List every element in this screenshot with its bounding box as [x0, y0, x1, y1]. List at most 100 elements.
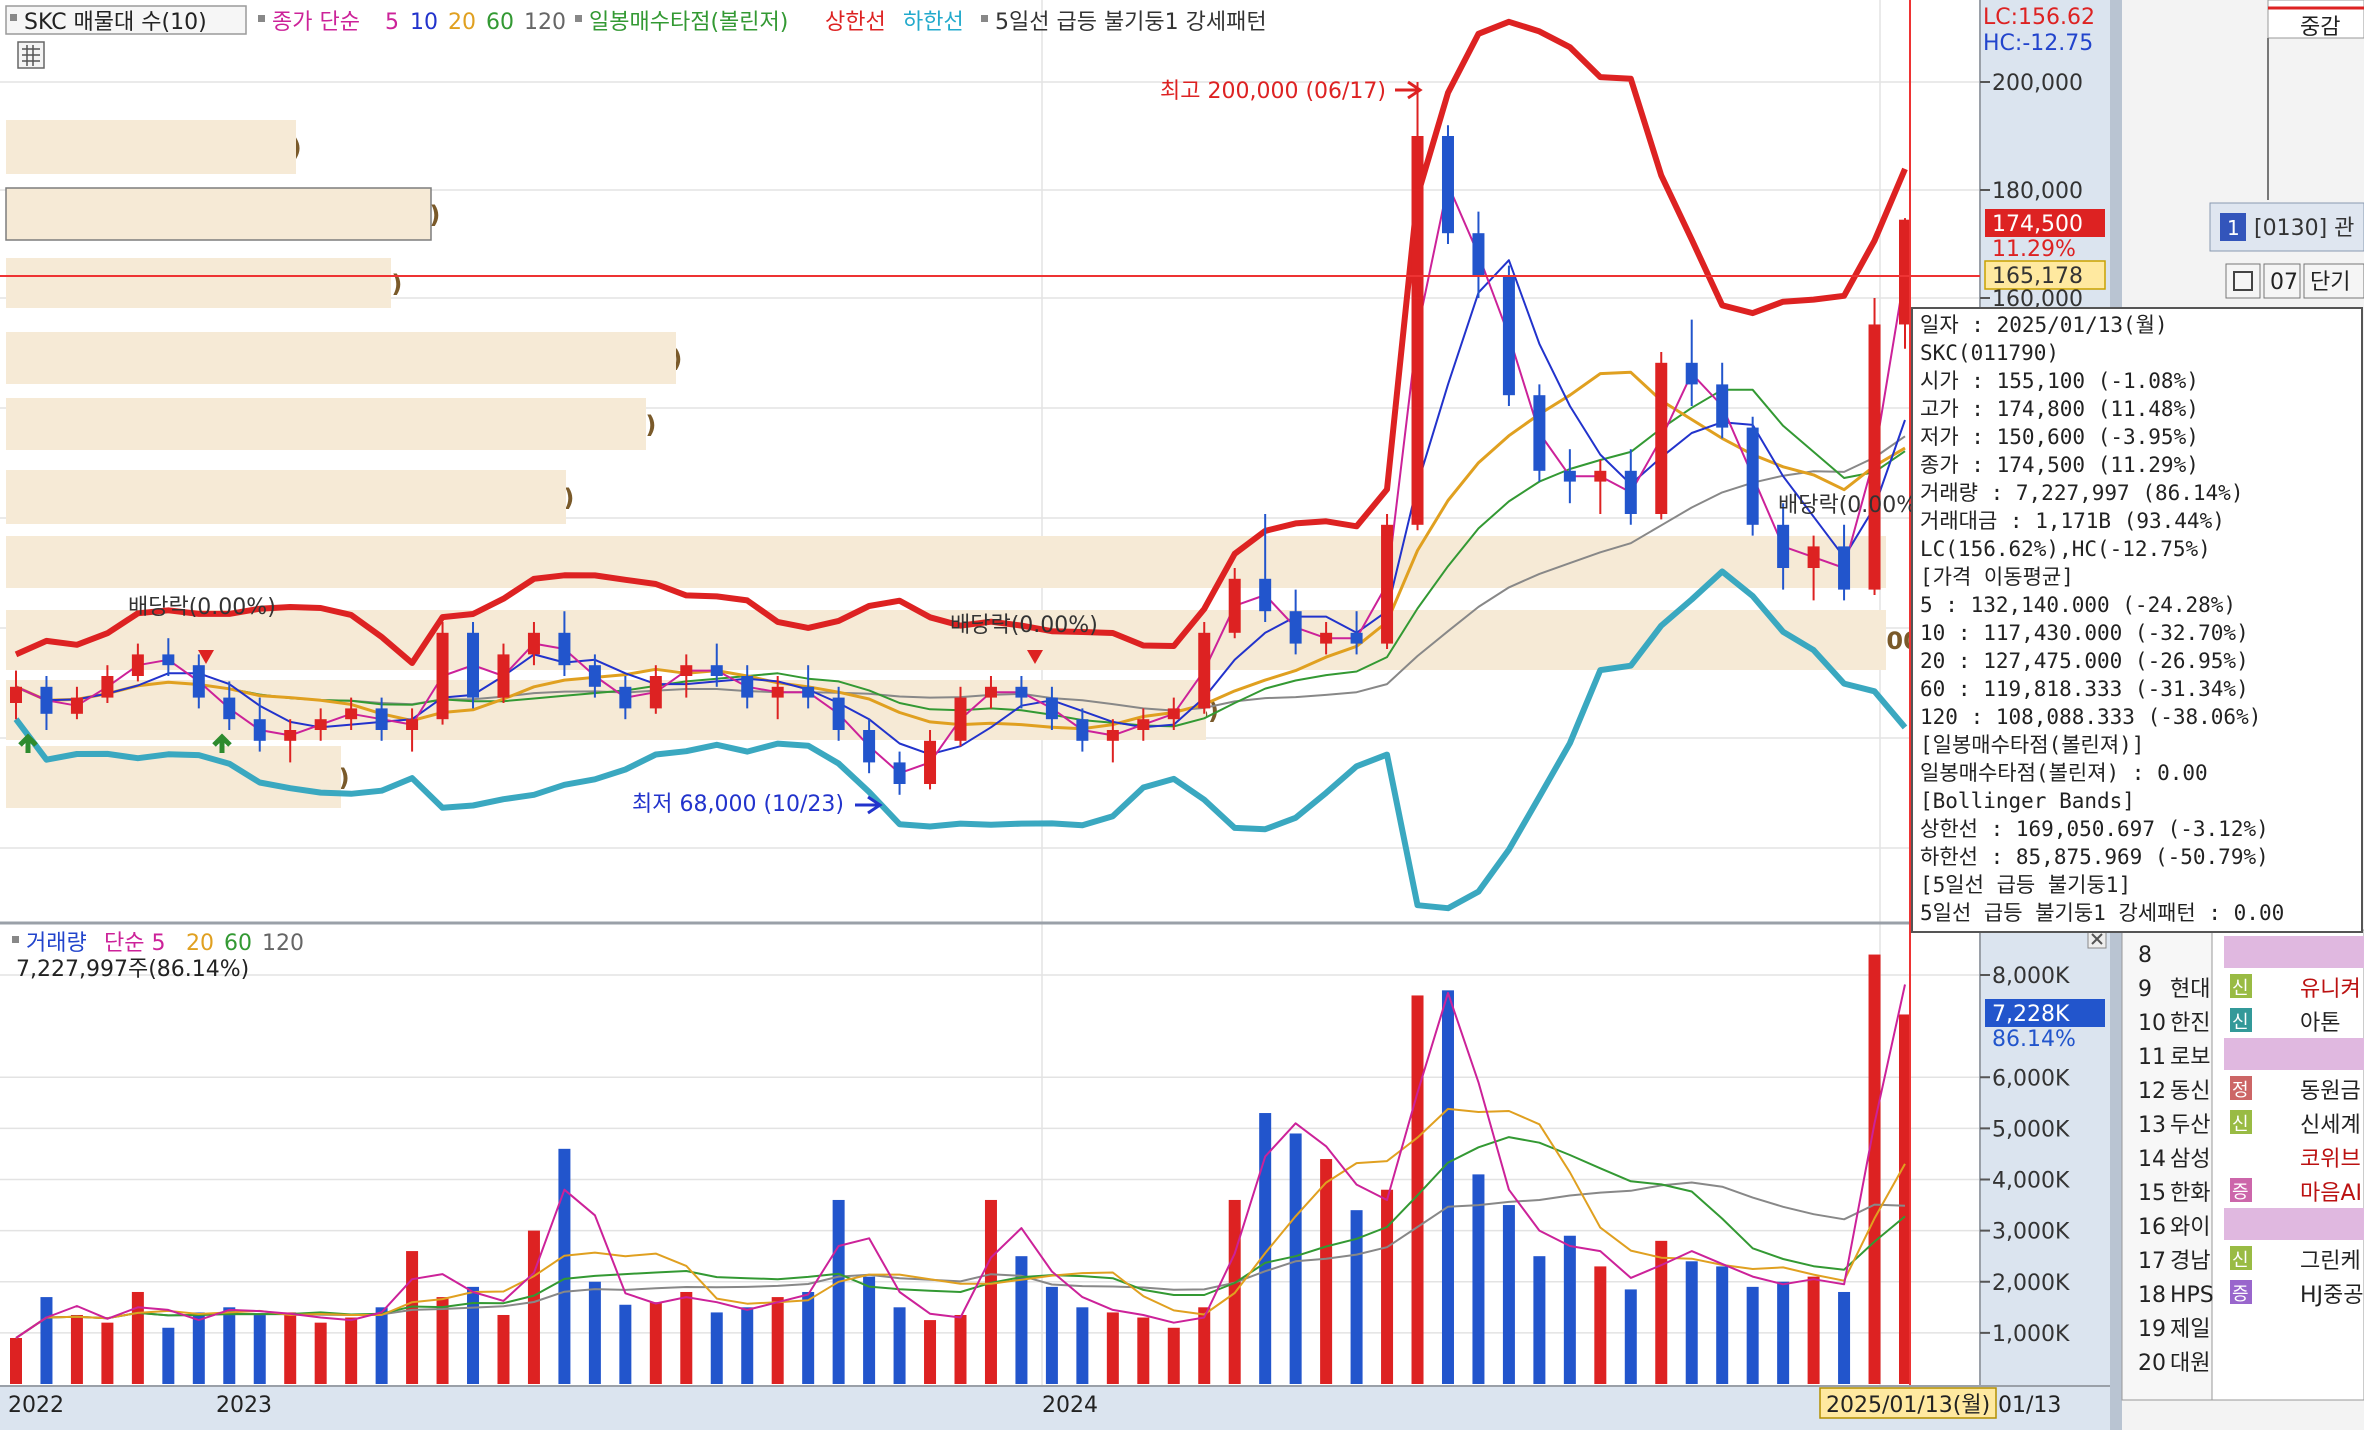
high-annotation: 최고 200,000 (06/17)	[1160, 79, 1386, 104]
volume-bar	[1624, 1289, 1637, 1384]
legend-item: 60	[486, 10, 514, 35]
candle-body	[984, 686, 997, 698]
tooltip-line: 거래량 : 7,227,997 (86.14%)	[1920, 481, 2243, 505]
volume-bar	[497, 1314, 510, 1384]
panel-btn-07[interactable]	[2263, 263, 2301, 299]
volume-bar	[467, 1286, 480, 1384]
volume-profile-bar	[6, 332, 676, 384]
rank-row[interactable]: 11 로보	[2138, 1038, 2364, 1070]
legend-item: 종가 단순	[272, 10, 360, 35]
volume-bar	[832, 1199, 845, 1384]
price-tick-label: 180,000	[1992, 179, 2083, 204]
candle-body	[1198, 632, 1211, 709]
rank-row[interactable]: 20 대원	[2138, 1351, 2210, 1376]
current-price-box	[1985, 209, 2105, 237]
candle-body	[619, 686, 632, 709]
candle-body	[406, 719, 419, 730]
rank-row[interactable]: 14 삼성 코위브	[2138, 1147, 2361, 1172]
legend-item: 거래량	[26, 931, 87, 956]
candle-body	[680, 665, 693, 676]
rank-number: 17	[2138, 1249, 2166, 1274]
tooltip-line: [일봉매수타점(볼린져)]	[1920, 733, 2144, 757]
stock-combo-box[interactable]	[5, 5, 247, 35]
volume-bar	[1777, 1281, 1790, 1384]
volume-bar	[588, 1281, 601, 1384]
rank-row[interactable]: 16 와이	[2138, 1208, 2364, 1240]
legend-item: 20	[448, 10, 476, 35]
candle-body	[1746, 427, 1759, 525]
candle-body	[70, 697, 83, 714]
rank-right-name: 유니켜	[2300, 977, 2361, 1002]
volume-bar	[954, 1314, 967, 1384]
legend-marker	[981, 15, 988, 22]
window-num-badge	[2220, 213, 2246, 241]
legend-marker	[12, 936, 19, 943]
rank-number: 13	[2138, 1113, 2166, 1138]
candle-body	[1685, 362, 1698, 385]
tooltip-line: SKC(011790)	[1920, 341, 2059, 365]
rank-row[interactable]: 15 한화 증 마음AI	[2138, 1178, 2362, 1206]
candle-body	[131, 654, 144, 676]
candle-body	[1624, 470, 1637, 514]
rank-tag: 신	[2232, 1114, 2249, 1135]
bollinger-upper-line	[14, 18, 1908, 666]
rank-right-name: 동원금	[2300, 1079, 2361, 1104]
volume-tick-label: 3,000K	[1992, 1220, 2070, 1245]
window-title: [0130] 관	[2254, 216, 2354, 241]
volume-legend: 거래량 단순 5 20 60 120	[12, 931, 304, 956]
rank-number: 16	[2138, 1215, 2166, 1240]
rank-row[interactable]: 19 제일	[2138, 1317, 2210, 1342]
tooltip-line: 하한선 : 85,875.969 (-50.79%)	[1920, 845, 2269, 869]
volume-ma60-line	[15, 1136, 1906, 1339]
volume-bar	[741, 1307, 754, 1384]
candle-body	[10, 686, 22, 703]
panel-btn-short[interactable]	[2303, 263, 2364, 299]
candle-body	[1655, 362, 1668, 514]
volume-bar	[1807, 1276, 1820, 1384]
candle-body	[1289, 611, 1302, 644]
candle-body	[710, 665, 723, 676]
volume-bar	[436, 1297, 449, 1384]
volume-tick-label: 4,000K	[1992, 1169, 2070, 1194]
tooltip-line: 고가 : 174,800 (11.48%)	[1920, 397, 2199, 421]
volume-bar	[314, 1322, 327, 1384]
candle-body	[1045, 697, 1058, 720]
rank-row[interactable]: 12 동신 정 동원금	[2138, 1076, 2361, 1104]
candle-body	[1106, 730, 1119, 741]
current-price-label: 174,500	[1992, 212, 2083, 237]
rank-row[interactable]: 8	[2138, 936, 2364, 968]
legend-item: 10	[410, 10, 438, 35]
rank-tag: 신	[2232, 1012, 2249, 1033]
volume-bar	[1106, 1312, 1119, 1384]
rank-name: 삼성	[2170, 1147, 2210, 1172]
rank-tag-badge	[2230, 1076, 2252, 1100]
panel-icon-button[interactable]	[2225, 263, 2261, 299]
candle-body	[223, 697, 236, 720]
candle-body	[1167, 708, 1180, 720]
rank-row[interactable]: 13 두산 신 신세계	[2138, 1110, 2361, 1138]
low-annotation: 최저 68,000 (10/23)	[632, 792, 844, 817]
rank-name: 경남	[2170, 1249, 2210, 1274]
legend-item: 5	[385, 10, 399, 35]
volume-bar	[1015, 1256, 1028, 1384]
volume-bar	[223, 1307, 236, 1384]
volume-tick-label: 2,000K	[1992, 1271, 2070, 1296]
candle-body	[1594, 470, 1607, 482]
rank-row[interactable]: 9 현대 신 유니켜	[2138, 974, 2361, 1002]
rank-number: 8	[2138, 943, 2152, 968]
volume-ma20-line	[15, 1107, 1906, 1339]
volume-tick-label: 1,000K	[1992, 1322, 2070, 1347]
volume-bar	[619, 1304, 632, 1384]
x-label-2022: 2022	[8, 1393, 64, 1418]
rank-row[interactable]: 17 경남 신 그린케	[2138, 1246, 2361, 1274]
rank-row[interactable]: 18 HPS 증 HJ중공	[2138, 1280, 2364, 1308]
tooltip-line: 60 : 119,818.333 (-31.34%)	[1920, 677, 2249, 701]
rank-tag-badge	[2230, 1280, 2252, 1304]
rank-tag-badge	[2230, 1178, 2252, 1202]
lc-text: LC:156.62	[1983, 5, 2095, 30]
candle-body	[497, 654, 510, 698]
volume-bar	[1472, 1174, 1485, 1384]
rank-row[interactable]: 10 한진 신 아톤	[2138, 1008, 2340, 1036]
candle-body	[467, 632, 480, 698]
volume-bar	[1594, 1266, 1607, 1384]
